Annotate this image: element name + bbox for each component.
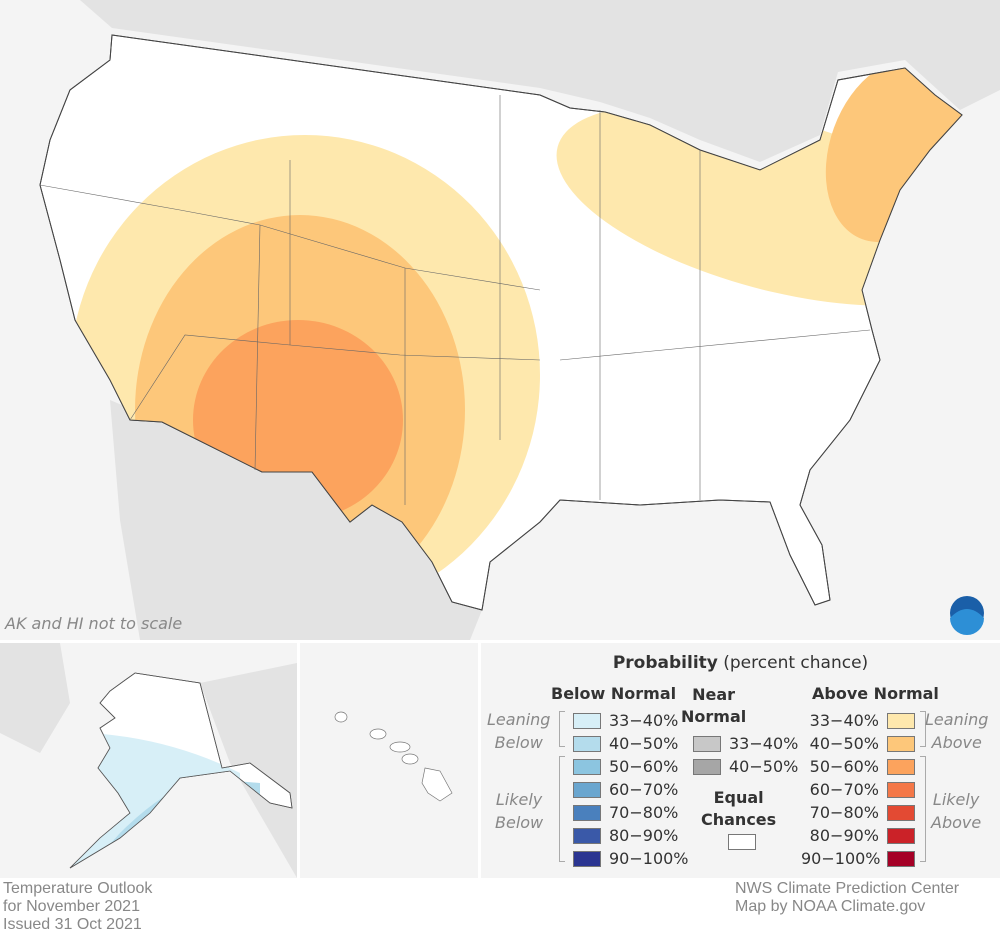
legend-item-label: 60−70% [609, 780, 679, 799]
outlook-title: Temperature Outlook [3, 880, 153, 897]
legend-swatch [573, 827, 601, 844]
credit-cpc: NWS Climate Prediction Center [735, 880, 960, 897]
equal-chances-heading: Equal Chances [701, 788, 777, 829]
legend-title: Probability (percent chance) [481, 653, 1000, 673]
equal-chances-swatch [728, 834, 756, 850]
legend-title-rest: (percent chance) [717, 653, 869, 673]
legend-swatch [573, 758, 601, 775]
state-borders [39, 95, 871, 505]
legend-item-label: 33−40% [809, 711, 879, 730]
legend-item: 50−60% [573, 755, 689, 778]
legend-item-label: 40−50% [809, 734, 879, 753]
island [334, 711, 348, 723]
legend-swatch [573, 850, 601, 867]
footer-left: Temperature Outlook for November 2021 Is… [3, 880, 152, 934]
legend-item: 40−50% [573, 732, 689, 755]
legend-item: 80−90% [801, 824, 915, 847]
legend-item: 33−40% [801, 709, 915, 732]
leaning-below-label: Leaning Below [487, 710, 551, 752]
footer-right: NWS Climate Prediction Center Map by NOA… [735, 880, 959, 916]
legend-swatch [887, 758, 915, 775]
legend-item-label: 60−70% [809, 780, 879, 799]
legend-item: 70−80% [801, 801, 915, 824]
russia-land [0, 643, 70, 753]
legend-item: 40−50% [801, 732, 915, 755]
conus-map-svg [0, 0, 1000, 640]
noaa-logo [950, 596, 984, 635]
credit-climate-gov: Map by NOAA Climate.gov [735, 898, 926, 915]
likely-below-label: Likely Below [495, 790, 544, 832]
issue-date: Issued 31 Oct 2021 [3, 916, 142, 933]
legend-swatch [573, 712, 601, 729]
bracket [920, 711, 926, 747]
legend-item-label: 50−60% [609, 757, 679, 776]
legend-item: 50−60% [801, 755, 915, 778]
legend-swatch [693, 735, 721, 752]
legend-swatch [573, 804, 601, 821]
legend-swatch [573, 781, 601, 798]
legend: Probability (percent chance) Below Norma… [481, 643, 1000, 878]
bracket [559, 756, 565, 862]
bracket [559, 711, 565, 747]
legend-item-label: 70−80% [809, 803, 879, 822]
legend-item: 60−70% [801, 778, 915, 801]
legend-item-label: 80−90% [609, 826, 679, 845]
legend-swatch [887, 781, 915, 798]
canada-land [0, 0, 1000, 162]
scale-note: AK and HI not to scale [5, 614, 183, 633]
outlook-period: for November 2021 [3, 898, 140, 915]
above-normal-heading: Above Normal [812, 684, 939, 703]
legend-title-bold: Probability [612, 653, 718, 673]
legend-item-label: 70−80% [609, 803, 679, 822]
legend-item: 33−40% [693, 732, 798, 755]
legend-item-label: 33−40% [729, 734, 799, 753]
legend-swatch [887, 712, 915, 729]
conus-map: AK and HI not to scale [0, 0, 1000, 640]
legend-item: 60−70% [573, 778, 689, 801]
legend-item: 80−90% [573, 824, 689, 847]
likely-above-label: Likely Above [931, 790, 982, 832]
legend-item-label: 90−100% [609, 849, 689, 868]
below-normal-heading: Below Normal [551, 684, 677, 703]
legend-item-label: 40−50% [609, 734, 679, 753]
legend-item: 33−40% [573, 709, 689, 732]
alaska-inset [0, 643, 297, 878]
legend-item-label: 40−50% [729, 757, 799, 776]
legend-item: 90−100% [573, 847, 689, 870]
mexico-land [110, 400, 482, 640]
legend-swatch [693, 758, 721, 775]
hawaii-inset [300, 643, 478, 878]
legend-swatch [887, 735, 915, 752]
legend-item-label: 80−90% [809, 826, 879, 845]
legend-swatch [887, 850, 915, 867]
legend-swatch [887, 827, 915, 844]
legend-item: 70−80% [573, 801, 689, 824]
leaning-above-label: Leaning Above [925, 710, 989, 752]
legend-item-label: 50−60% [809, 757, 879, 776]
legend-item: 40−50% [693, 755, 798, 778]
legend-item-label: 33−40% [609, 711, 679, 730]
near-normal-heading: Near Normal [681, 685, 747, 726]
island-big [421, 767, 453, 802]
leaning-below-40-50 [80, 778, 260, 868]
bracket [920, 756, 926, 862]
legend-item-label: 90−100% [801, 849, 881, 868]
legend-item: 90−100% [801, 847, 915, 870]
legend-swatch [887, 804, 915, 821]
legend-swatch [573, 735, 601, 752]
